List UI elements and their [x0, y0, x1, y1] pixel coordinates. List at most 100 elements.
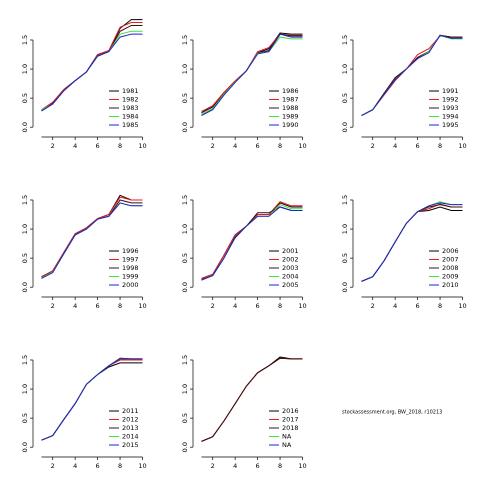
y-tick-label: 1.5 — [21, 355, 29, 365]
x-tick-label: 10 — [138, 142, 146, 150]
legend-label: 1985 — [122, 121, 139, 129]
legend-label: 2006 — [442, 247, 459, 255]
y-tick-label: 1.0 — [181, 224, 189, 234]
x-tick-label: 2 — [51, 462, 55, 470]
legend-label: 2018 — [282, 424, 299, 432]
x-tick-label: 10 — [458, 142, 466, 150]
x-tick-label: 8 — [118, 302, 122, 310]
x-tick-label: 10 — [138, 302, 146, 310]
x-tick-label: 2 — [51, 142, 55, 150]
legend-label: 1992 — [442, 96, 459, 104]
legend-label: 2001 — [282, 247, 299, 255]
x-tick-label: 10 — [298, 142, 306, 150]
series-line — [41, 357, 143, 441]
y-tick-label: 1.5 — [21, 195, 29, 205]
x-tick-label: 6 — [416, 142, 420, 150]
y-tick-label: 1.0 — [341, 64, 349, 74]
x-tick-label: 4 — [393, 302, 397, 310]
y-tick-label: 1.0 — [181, 384, 189, 394]
x-tick-label: 8 — [278, 302, 282, 310]
legend-label: 2000 — [122, 281, 139, 289]
x-tick-label: 2 — [211, 302, 215, 310]
legend-label: 1988 — [282, 104, 299, 112]
legend-label: 1993 — [442, 104, 459, 112]
x-tick-label: 6 — [416, 302, 420, 310]
x-tick-label: 6 — [256, 302, 260, 310]
y-tick-label: 1.5 — [21, 35, 29, 45]
legend-label: 2014 — [122, 433, 139, 441]
y-tick-label: 0.0 — [21, 282, 29, 292]
y-tick-label: 0.0 — [21, 122, 29, 132]
x-tick-label: 2 — [51, 302, 55, 310]
legend-label: 2005 — [282, 281, 299, 289]
legend-label: NA — [282, 433, 292, 441]
y-tick-label: 0.0 — [21, 442, 29, 452]
series-line — [201, 357, 303, 442]
legend-label: 1984 — [122, 113, 139, 121]
legend-label: 1983 — [122, 104, 139, 112]
x-tick-label: 10 — [138, 462, 146, 470]
legend-label: 1997 — [122, 256, 139, 264]
x-tick-label: 4 — [73, 302, 77, 310]
y-tick-label: 1.5 — [181, 195, 189, 205]
series-line — [41, 202, 143, 279]
legend-label: 1986 — [282, 87, 299, 95]
legend-label: 1996 — [122, 247, 139, 255]
x-tick-label: 2 — [371, 302, 375, 310]
legend-label: 2012 — [122, 416, 139, 424]
legend-label: 1987 — [282, 96, 299, 104]
legend-label: 2002 — [282, 256, 299, 264]
y-tick-label: 1.0 — [21, 384, 29, 394]
x-tick-label: 2 — [211, 142, 215, 150]
x-tick-label: 6 — [96, 142, 100, 150]
legend-label: 2010 — [442, 281, 459, 289]
x-tick-label: 10 — [298, 462, 306, 470]
series-line — [201, 206, 303, 281]
x-tick-label: 4 — [233, 302, 237, 310]
legend-label: 1994 — [442, 113, 459, 121]
y-tick-label: 1.5 — [341, 195, 349, 205]
legend-label: 1989 — [282, 113, 299, 121]
y-tick-label: 0.5 — [181, 253, 189, 263]
x-tick-label: 4 — [233, 142, 237, 150]
x-tick-label: 4 — [393, 142, 397, 150]
y-tick-label: 1.5 — [341, 35, 349, 45]
x-tick-label: 6 — [96, 302, 100, 310]
x-tick-label: 4 — [233, 462, 237, 470]
legend-label: 2013 — [122, 424, 139, 432]
legend-label: 2003 — [282, 264, 299, 272]
legend-label: 1982 — [122, 96, 139, 104]
legend-label: 2004 — [282, 273, 299, 281]
y-tick-label: 1.5 — [181, 355, 189, 365]
y-tick-label: 0.5 — [21, 253, 29, 263]
series-line — [361, 202, 463, 282]
series-line — [41, 33, 143, 112]
y-tick-label: 0.5 — [21, 413, 29, 423]
legend-label: 1991 — [442, 87, 459, 95]
legend-label: 2015 — [122, 441, 139, 449]
y-tick-label: 0.5 — [181, 93, 189, 103]
y-tick-label: 1.0 — [181, 64, 189, 74]
legend-label: 1981 — [122, 87, 139, 95]
legend-label: 2017 — [282, 416, 299, 424]
y-tick-label: 0.0 — [181, 122, 189, 132]
x-tick-label: 10 — [458, 302, 466, 310]
series-line — [201, 33, 303, 117]
x-tick-label: 6 — [96, 462, 100, 470]
x-tick-label: 10 — [298, 302, 306, 310]
y-tick-label: 0.5 — [21, 93, 29, 103]
y-tick-label: 0.0 — [341, 282, 349, 292]
x-tick-label: 8 — [438, 302, 442, 310]
y-tick-label: 1.5 — [181, 35, 189, 45]
legend-label: 2011 — [122, 407, 139, 415]
legend-label: 2016 — [282, 407, 299, 415]
x-tick-label: 2 — [211, 462, 215, 470]
